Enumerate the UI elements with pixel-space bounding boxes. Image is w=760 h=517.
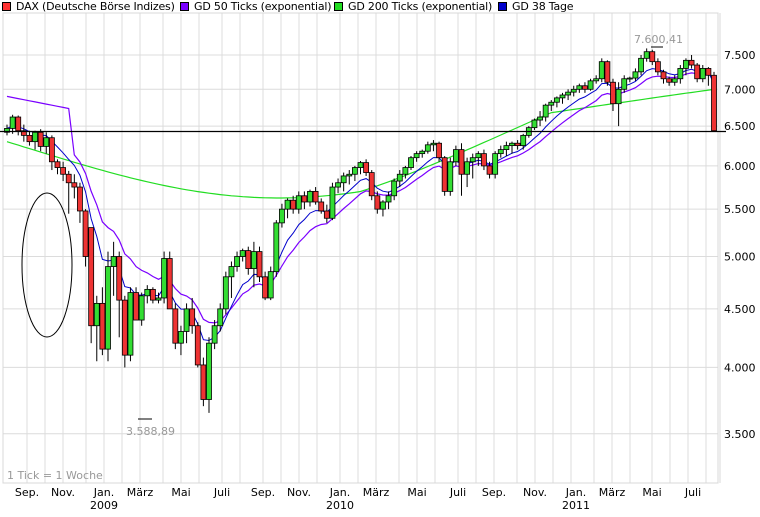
svg-text:3.500: 3.500	[724, 428, 756, 441]
svg-text:Jan.: Jan.	[565, 486, 586, 499]
svg-text:Nov.: Nov.	[523, 486, 547, 499]
low-annotation: 3.588,89	[126, 425, 175, 438]
legend-label-gd50: GD 50 Ticks (exponential)	[194, 0, 332, 13]
legend-swatch-gd50	[180, 2, 189, 11]
svg-text:Sep.: Sep.	[482, 486, 506, 499]
svg-text:2009: 2009	[90, 499, 118, 512]
chart-legend: DAX (Deutsche Börse Indizes) GD 50 Ticks…	[0, 0, 760, 13]
high-annotation: 7.600,41	[634, 33, 683, 46]
svg-text:Mai: Mai	[407, 486, 426, 499]
svg-text:März: März	[363, 486, 390, 499]
legend-item-gd200: GD 200 Ticks (exponential)	[334, 0, 492, 13]
svg-text:4.000: 4.000	[724, 361, 756, 374]
legend-label-gd200: GD 200 Ticks (exponential)	[348, 0, 493, 13]
svg-text:5.500: 5.500	[724, 203, 756, 216]
svg-text:2010: 2010	[326, 499, 354, 512]
svg-text:Mai: Mai	[642, 486, 661, 499]
legend-swatch-gd200	[334, 2, 343, 11]
svg-text:Nov.: Nov.	[287, 486, 311, 499]
svg-text:März: März	[127, 486, 154, 499]
candles	[4, 48, 717, 413]
svg-text:7.000: 7.000	[724, 83, 756, 96]
y-axis-labels: 7.500 7.000 6.500 6.000 5.500 5.000 4.500 4.000…	[724, 49, 756, 441]
svg-text:Juli: Juli	[213, 486, 230, 499]
legend-label-gd38: GD 38 Tage	[512, 0, 574, 13]
legend-item-dax: DAX (Deutsche Börse Indizes)	[2, 0, 175, 13]
ma50-line	[6, 72, 715, 324]
ma38-line	[6, 68, 715, 342]
svg-text:Jan.: Jan.	[329, 486, 350, 499]
svg-text:März: März	[599, 486, 626, 499]
legend-label-dax: DAX (Deutsche Börse Indizes)	[16, 0, 175, 13]
svg-text:Jan.: Jan.	[93, 486, 114, 499]
legend-item-gd50: GD 50 Ticks (exponential)	[180, 0, 332, 13]
svg-text:Mai: Mai	[171, 486, 190, 499]
svg-text:Juli: Juli	[449, 486, 466, 499]
svg-text:Sep.: Sep.	[251, 486, 275, 499]
svg-text:6.000: 6.000	[724, 160, 756, 173]
svg-text:6.500: 6.500	[724, 120, 756, 133]
svg-text:Sep.: Sep.	[15, 486, 39, 499]
svg-text:Nov.: Nov.	[51, 486, 75, 499]
svg-text:4.500: 4.500	[724, 303, 756, 316]
ma200-line	[6, 88, 715, 199]
legend-swatch-dax	[2, 2, 11, 11]
tick-footnote: 1 Tick = 1 Woche	[7, 469, 103, 482]
legend-item-gd38: GD 38 Tage	[498, 0, 574, 13]
grid-lines	[3, 13, 718, 483]
legend-swatch-gd38	[498, 2, 507, 11]
svg-text:Juli: Juli	[684, 486, 701, 499]
svg-text:7.500: 7.500	[724, 49, 756, 62]
svg-text:2011: 2011	[562, 499, 590, 512]
svg-text:5.000: 5.000	[724, 251, 756, 264]
plot-area-border	[2, 12, 719, 484]
highlight-ellipse	[21, 192, 73, 338]
